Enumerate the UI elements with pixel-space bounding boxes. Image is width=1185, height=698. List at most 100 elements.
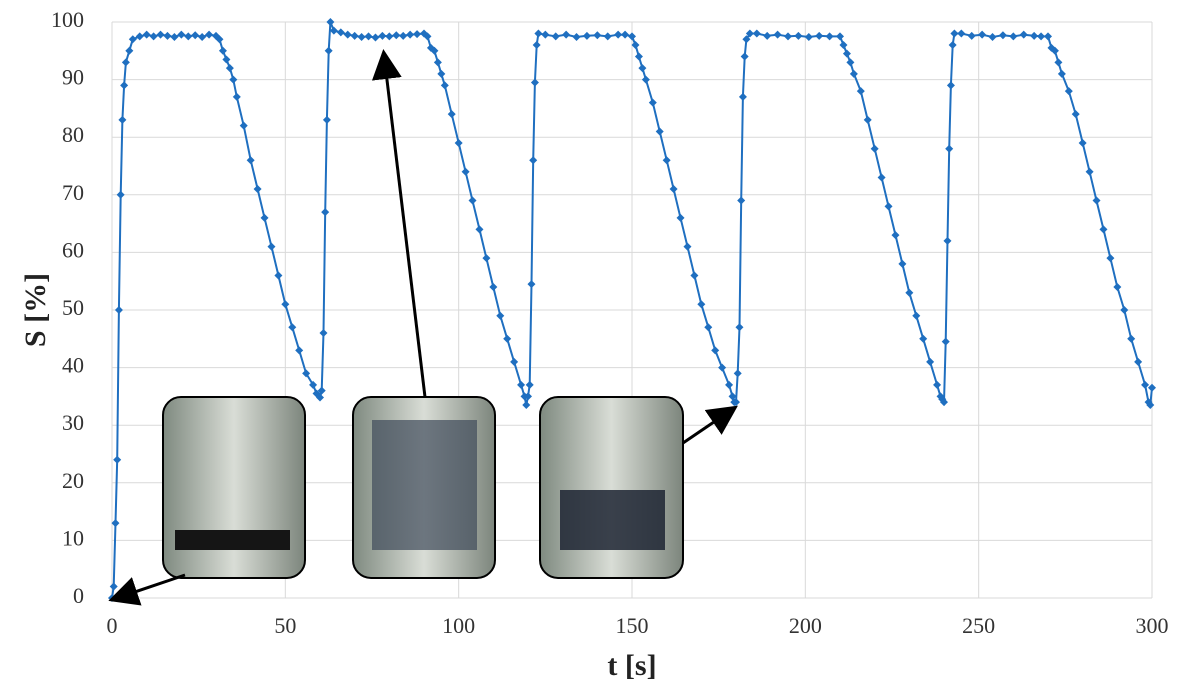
data-point [943, 236, 952, 245]
data-point [532, 41, 541, 50]
data-point [541, 30, 550, 39]
data-point [114, 306, 123, 314]
y-tick-label: 80 [62, 122, 84, 147]
data-point [218, 46, 227, 55]
data-point [336, 28, 345, 37]
data-point [733, 369, 742, 378]
data-point [534, 29, 543, 38]
data-point [322, 115, 331, 124]
data-point [856, 87, 865, 96]
data-point [1037, 32, 1046, 41]
data-point [1078, 138, 1087, 147]
data-point [905, 288, 914, 297]
data-point [1113, 282, 1122, 291]
x-tick-label: 200 [789, 613, 822, 638]
data-point [530, 78, 539, 87]
data-point [125, 46, 134, 55]
data-point [433, 58, 442, 67]
data-point [170, 32, 179, 41]
data-point [496, 311, 505, 320]
data-point [839, 41, 848, 50]
data-point [229, 75, 238, 84]
data-point [593, 31, 602, 40]
y-tick-label: 10 [62, 525, 84, 550]
data-point [676, 213, 685, 222]
data-point [329, 26, 338, 35]
y-tick-label: 50 [62, 295, 84, 320]
data-point [912, 311, 921, 320]
inset-detail [560, 490, 665, 550]
data-point [773, 30, 782, 39]
data-point [621, 30, 630, 39]
data-point [1141, 380, 1150, 389]
data-point [562, 30, 571, 39]
data-point [184, 32, 193, 41]
data-point [503, 334, 512, 343]
data-point [371, 33, 380, 42]
data-point [763, 31, 772, 40]
data-point [246, 156, 255, 165]
data-point [732, 398, 740, 407]
data-point [149, 32, 158, 41]
data-point [198, 32, 207, 41]
data-point [740, 52, 749, 61]
inset-photo [162, 396, 306, 579]
data-point [222, 55, 231, 64]
y-tick-label: 70 [62, 180, 84, 205]
data-point [1106, 254, 1115, 263]
data-point [135, 32, 144, 41]
data-point [116, 190, 125, 199]
x-axis-label: t [s] [607, 649, 656, 682]
data-point [794, 31, 803, 40]
data-point [690, 271, 699, 280]
data-point [784, 32, 792, 41]
y-tick-label: 40 [62, 353, 84, 378]
x-tick-label: 0 [107, 613, 118, 638]
y-tick-label: 60 [62, 237, 84, 262]
data-point [437, 69, 446, 78]
data-point [142, 30, 151, 39]
data-point [317, 386, 326, 395]
data-point [1092, 196, 1101, 205]
data-point [933, 380, 942, 389]
data-point [870, 144, 879, 153]
arrow [108, 573, 186, 606]
data-point [468, 196, 477, 205]
data-point [522, 401, 531, 410]
photo-insets [108, 49, 738, 606]
data-point [926, 357, 935, 366]
data-point [737, 196, 746, 205]
data-point [1127, 334, 1136, 343]
inset-photo [539, 396, 684, 579]
data-point [121, 58, 130, 67]
data-point [321, 208, 330, 217]
data-point [967, 31, 976, 40]
data-point [489, 282, 498, 291]
data-point [683, 242, 692, 251]
data-point [392, 31, 401, 40]
data-point [978, 30, 987, 39]
data-point [260, 213, 269, 222]
data-point [1148, 383, 1156, 392]
data-point [288, 323, 297, 332]
data-point [440, 81, 449, 90]
data-point [430, 46, 439, 55]
data-point [697, 300, 706, 309]
data-point [1071, 110, 1080, 119]
data-point [745, 29, 754, 38]
data-point [461, 167, 470, 176]
data-point [1146, 401, 1155, 410]
y-tick-label: 0 [73, 583, 84, 608]
data-point [350, 31, 359, 40]
data-point [232, 92, 241, 101]
data-point [343, 30, 352, 39]
data-point [718, 363, 727, 372]
data-point [884, 202, 893, 211]
data-point [109, 582, 118, 591]
data-point [849, 69, 858, 78]
data-point [120, 81, 129, 90]
data-point [628, 32, 636, 41]
data-point [406, 30, 415, 39]
data-point [669, 185, 678, 194]
